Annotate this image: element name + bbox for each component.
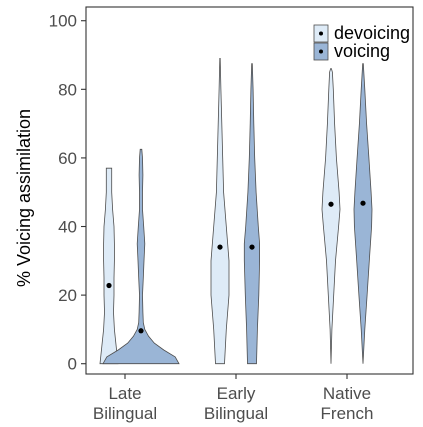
y-axis-title: % Voicing assimilation — [14, 109, 34, 287]
x-tick-label: Late — [108, 384, 141, 403]
mean-point-voicing — [360, 200, 366, 206]
violin-devoicing — [99, 167, 119, 365]
y-tick-label: 60 — [58, 149, 77, 168]
y-tick-label: 40 — [58, 218, 77, 237]
x-tick-label: Bilingual — [93, 404, 157, 423]
y-tick-label: 100 — [49, 12, 77, 31]
violin-devoicing — [210, 58, 230, 365]
mean-point-devoicing — [217, 244, 223, 250]
y-tick-label: 80 — [58, 80, 77, 99]
violin-voicing — [353, 63, 373, 364]
x-tick-label: French — [321, 404, 374, 423]
legend-label-voicing: voicing — [334, 41, 390, 61]
y-tick-label: 20 — [58, 286, 77, 305]
mean-point-devoicing — [328, 201, 334, 207]
x-tick-label: Early — [217, 384, 256, 403]
y-axis: 0 20 40 60 80 100 — [49, 12, 86, 374]
y-tick-label: 0 — [68, 355, 77, 374]
violin-devoicing — [321, 68, 341, 364]
mean-points — [106, 200, 366, 334]
violin-voicing — [243, 63, 260, 365]
mean-point-voicing — [138, 328, 144, 334]
x-tick-label: Bilingual — [204, 404, 268, 423]
mean-point-voicing — [249, 244, 255, 250]
legend-label-devoicing: devoicing — [334, 23, 410, 43]
panel-border — [85, 6, 414, 375]
legend-key-dot — [319, 49, 323, 54]
legend-key-dot — [319, 31, 323, 36]
mean-point-devoicing — [106, 282, 112, 289]
x-tick-label: Native — [323, 384, 371, 403]
violins — [99, 58, 373, 365]
violin-voicing — [102, 148, 180, 365]
